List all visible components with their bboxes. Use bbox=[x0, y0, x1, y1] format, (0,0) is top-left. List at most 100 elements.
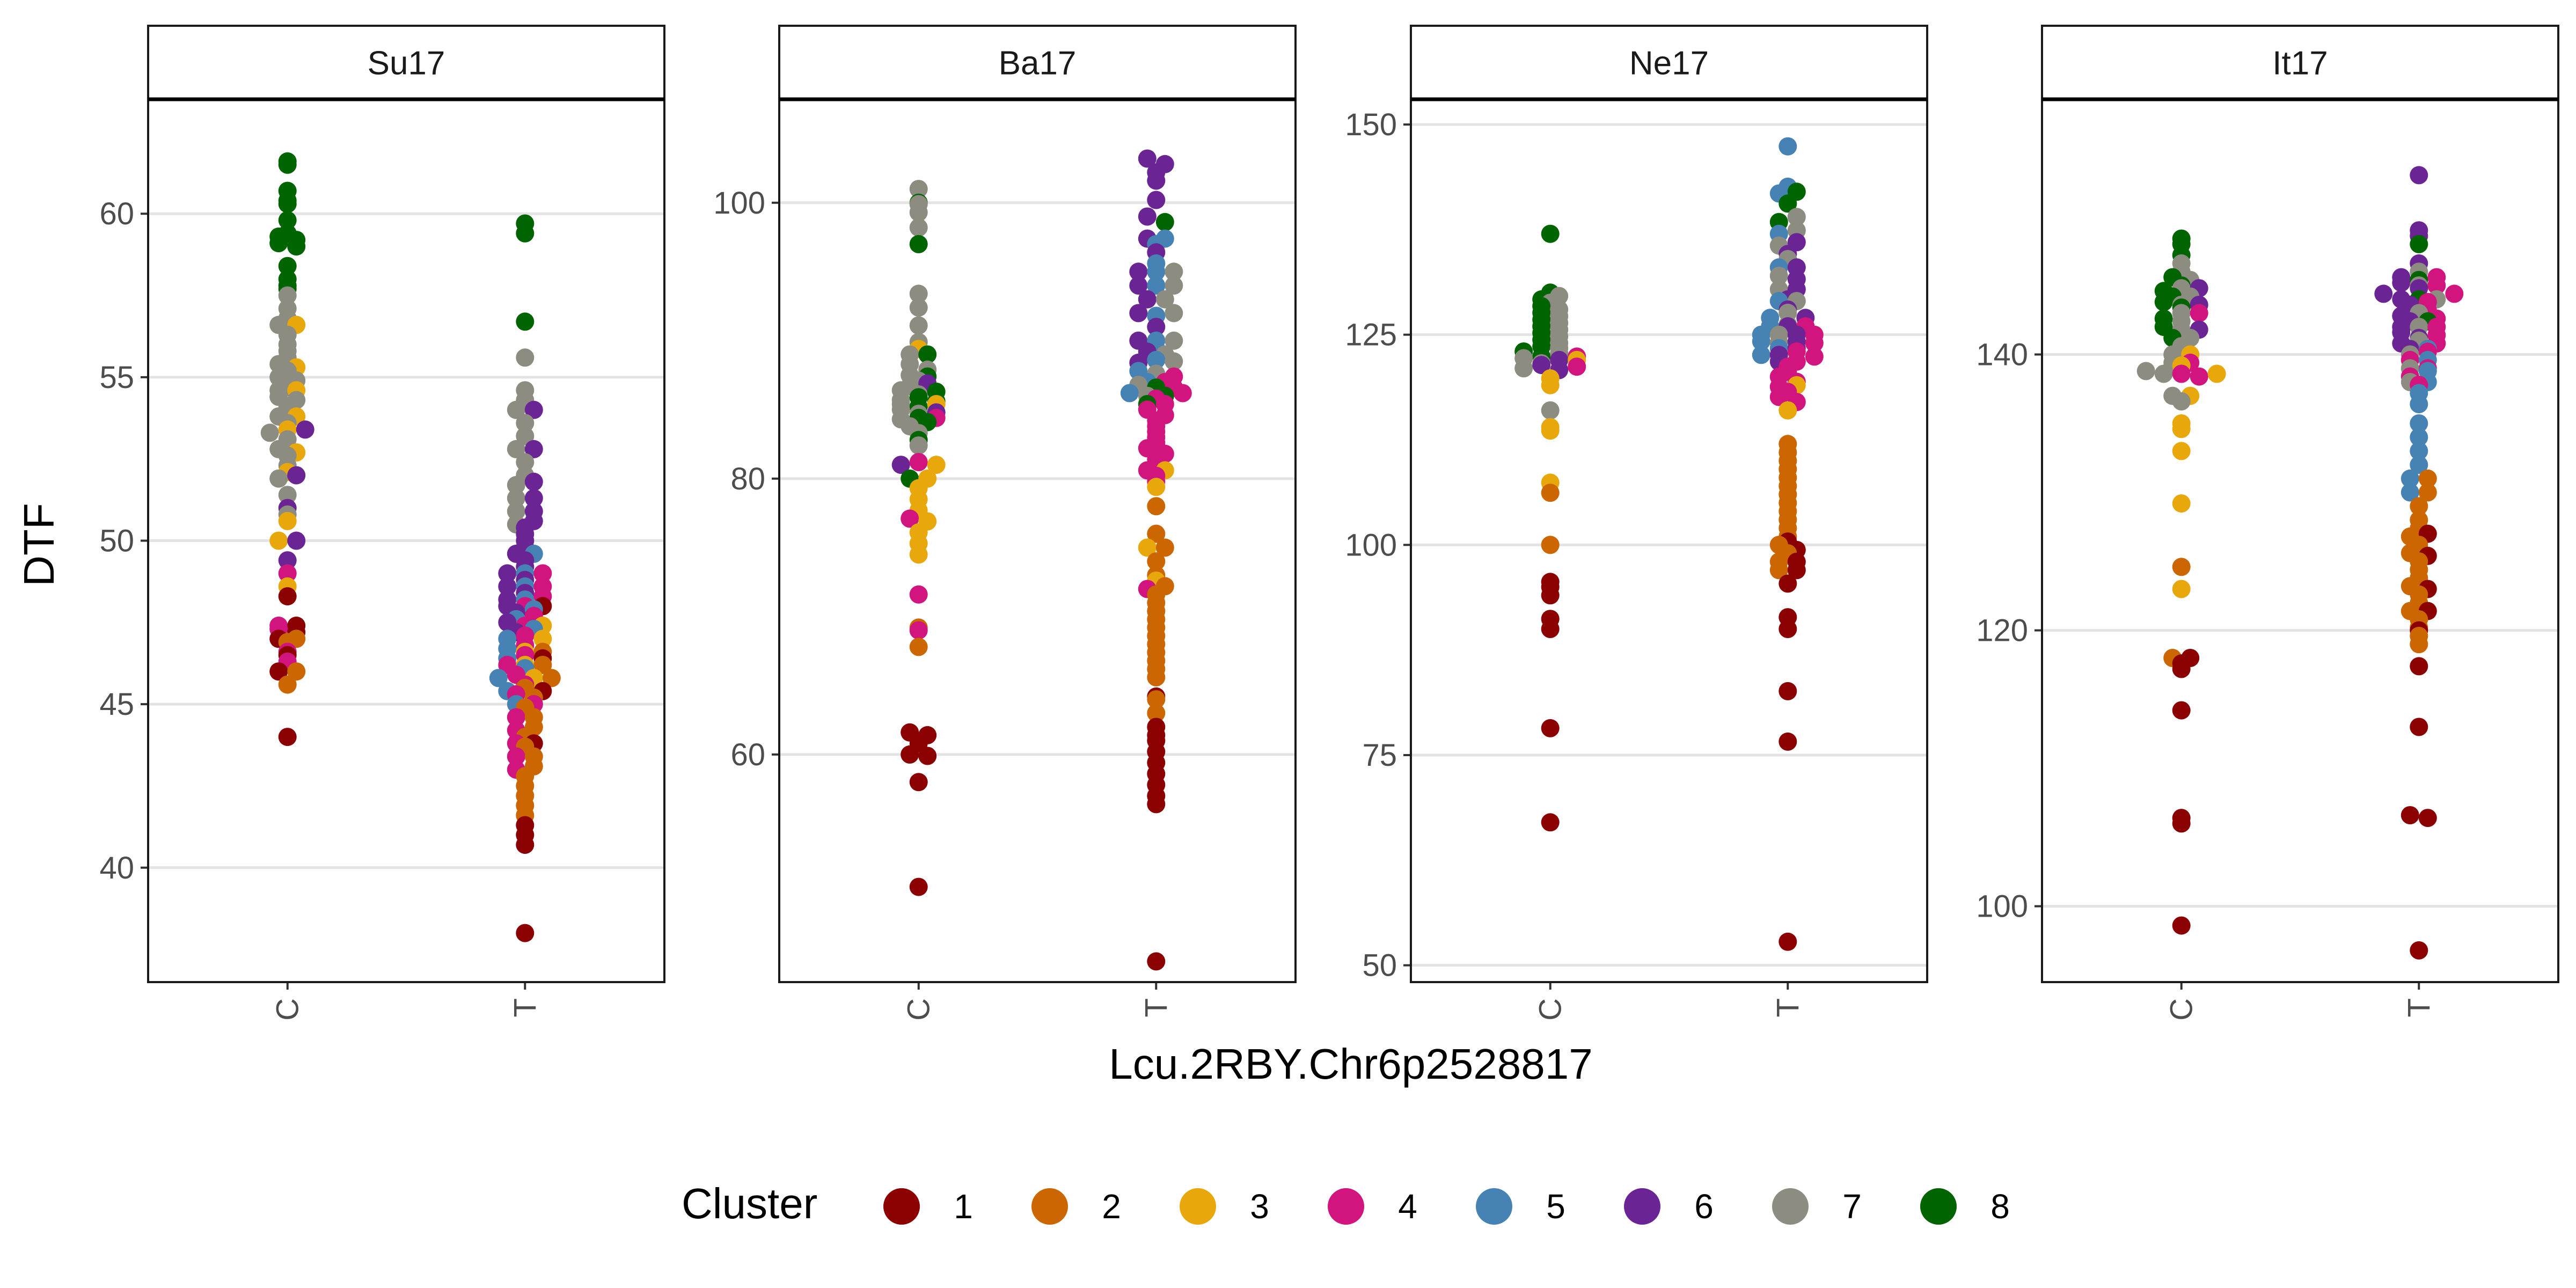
y-tick-label: 100 bbox=[1976, 889, 2028, 924]
data-point-cluster-3 bbox=[927, 456, 946, 474]
data-point-cluster-5 bbox=[1147, 276, 1166, 295]
data-point-cluster-5 bbox=[2410, 428, 2428, 447]
data-point-cluster-6 bbox=[1147, 171, 1166, 190]
data-point-cluster-4 bbox=[507, 747, 525, 766]
data-point-cluster-2 bbox=[2418, 483, 2437, 502]
x-tick-label: T bbox=[1139, 998, 1174, 1017]
x-tick-label: C bbox=[2164, 998, 2199, 1021]
data-point-cluster-7 bbox=[909, 436, 928, 455]
legend-key-2 bbox=[1031, 1188, 1068, 1225]
x-tick-label: T bbox=[508, 998, 543, 1017]
data-point-cluster-1 bbox=[909, 773, 928, 792]
data-point-cluster-1 bbox=[516, 836, 535, 854]
legend-label-5: 5 bbox=[1546, 1187, 1565, 1226]
data-point-cluster-6 bbox=[1147, 318, 1166, 336]
data-point-cluster-1 bbox=[2172, 814, 2191, 833]
data-point-cluster-6 bbox=[1129, 262, 1148, 281]
data-point-cluster-3 bbox=[278, 511, 297, 530]
data-point-cluster-6 bbox=[1532, 356, 1551, 375]
data-point-cluster-7 bbox=[1541, 401, 1560, 420]
legend-key-5 bbox=[1476, 1188, 1512, 1225]
legend-label-1: 1 bbox=[954, 1187, 973, 1226]
data-point-cluster-8 bbox=[909, 235, 928, 253]
data-point-cluster-6 bbox=[1147, 191, 1166, 209]
data-point-cluster-7 bbox=[1514, 359, 1533, 378]
data-point-cluster-4 bbox=[909, 453, 928, 471]
plot-area bbox=[779, 99, 1296, 982]
data-point-cluster-2 bbox=[2172, 558, 2191, 576]
data-point-cluster-5 bbox=[1752, 346, 1770, 364]
data-point-cluster-3 bbox=[2207, 364, 2226, 383]
data-point-cluster-6 bbox=[1138, 290, 1157, 309]
data-point-cluster-6 bbox=[278, 551, 297, 570]
legend-key-3 bbox=[1180, 1188, 1216, 1225]
data-point-cluster-8 bbox=[269, 234, 288, 253]
y-tick-label: 50 bbox=[99, 524, 134, 559]
data-point-cluster-7 bbox=[1165, 304, 1183, 323]
data-point-cluster-3 bbox=[2172, 442, 2191, 460]
y-tick-label: 55 bbox=[99, 360, 134, 395]
data-point-cluster-7 bbox=[1165, 352, 1183, 371]
data-point-cluster-7 bbox=[2172, 392, 2191, 411]
data-point-cluster-2 bbox=[1147, 668, 1166, 686]
data-point-cluster-6 bbox=[498, 577, 517, 596]
data-point-cluster-5 bbox=[1147, 262, 1166, 281]
data-point-cluster-4 bbox=[909, 621, 928, 640]
data-point-cluster-7 bbox=[507, 400, 525, 419]
data-point-cluster-3 bbox=[1541, 376, 1560, 394]
data-point-cluster-2 bbox=[533, 656, 552, 674]
data-point-cluster-1 bbox=[516, 924, 535, 942]
data-point-cluster-2 bbox=[287, 662, 306, 681]
data-point-cluster-7 bbox=[1165, 262, 1183, 281]
data-point-cluster-5 bbox=[2401, 469, 2419, 488]
data-point-cluster-7 bbox=[1155, 290, 1174, 309]
data-point-cluster-3 bbox=[1147, 478, 1166, 496]
data-point-cluster-6 bbox=[2410, 166, 2428, 185]
data-point-cluster-1 bbox=[901, 745, 919, 764]
panel-it17: C T 100 120 140 It17 bbox=[1976, 25, 2559, 1021]
data-point-cluster-4 bbox=[1568, 357, 1586, 376]
data-point-cluster-4 bbox=[2190, 367, 2208, 386]
data-point-cluster-8 bbox=[2154, 292, 2173, 311]
y-tick-label: 60 bbox=[730, 737, 765, 772]
data-point-cluster-1 bbox=[2418, 809, 2437, 828]
data-point-cluster-5 bbox=[1779, 137, 1797, 156]
data-point-cluster-1 bbox=[1147, 795, 1166, 814]
panels: C T 40 45 50 55 60 Su17 C T 60 80 100 Ba17 C T 50 75 100 12… bbox=[99, 25, 2559, 1021]
strip-label: It17 bbox=[2272, 45, 2328, 82]
data-point-cluster-6 bbox=[2392, 273, 2411, 292]
data-point-cluster-1 bbox=[1779, 682, 1797, 700]
data-point-cluster-6 bbox=[2374, 284, 2393, 303]
data-point-cluster-1 bbox=[278, 587, 297, 606]
data-point-cluster-1 bbox=[1541, 586, 1560, 605]
data-point-cluster-2 bbox=[1147, 704, 1166, 722]
data-point-cluster-7 bbox=[909, 203, 928, 222]
x-axis-title: Lcu.2RBY.Chr6p2528817 bbox=[1109, 1040, 1592, 1088]
data-point-cluster-7 bbox=[909, 218, 928, 237]
data-point-cluster-7 bbox=[909, 298, 928, 317]
data-point-cluster-7 bbox=[1165, 331, 1183, 350]
y-tick-label: 150 bbox=[1345, 107, 1397, 142]
data-point-cluster-8 bbox=[1779, 194, 1797, 213]
data-point-cluster-2 bbox=[909, 638, 928, 656]
data-point-cluster-7 bbox=[1165, 276, 1183, 295]
data-point-cluster-4 bbox=[278, 564, 297, 583]
legend-label-7: 7 bbox=[1842, 1187, 1862, 1226]
data-point-cluster-8 bbox=[278, 257, 297, 275]
data-point-cluster-7 bbox=[2136, 362, 2155, 380]
data-point-cluster-2 bbox=[542, 669, 561, 687]
data-point-cluster-8 bbox=[2410, 235, 2428, 253]
y-tick-label: 50 bbox=[1362, 948, 1397, 983]
data-point-cluster-1 bbox=[269, 662, 288, 681]
data-point-cluster-6 bbox=[287, 531, 306, 550]
data-point-cluster-6 bbox=[1129, 276, 1148, 295]
data-point-cluster-5 bbox=[1752, 332, 1770, 351]
data-point-cluster-4 bbox=[507, 708, 525, 727]
data-point-cluster-1 bbox=[1541, 813, 1560, 832]
data-point-cluster-5 bbox=[1120, 384, 1139, 402]
data-point-cluster-1 bbox=[2172, 660, 2191, 678]
data-point-cluster-8 bbox=[1541, 224, 1560, 243]
data-point-cluster-1 bbox=[1779, 574, 1797, 593]
legend: Cluster 1 2 3 4 5 6 7 8 bbox=[682, 1180, 2010, 1227]
data-point-cluster-4 bbox=[2172, 364, 2191, 383]
